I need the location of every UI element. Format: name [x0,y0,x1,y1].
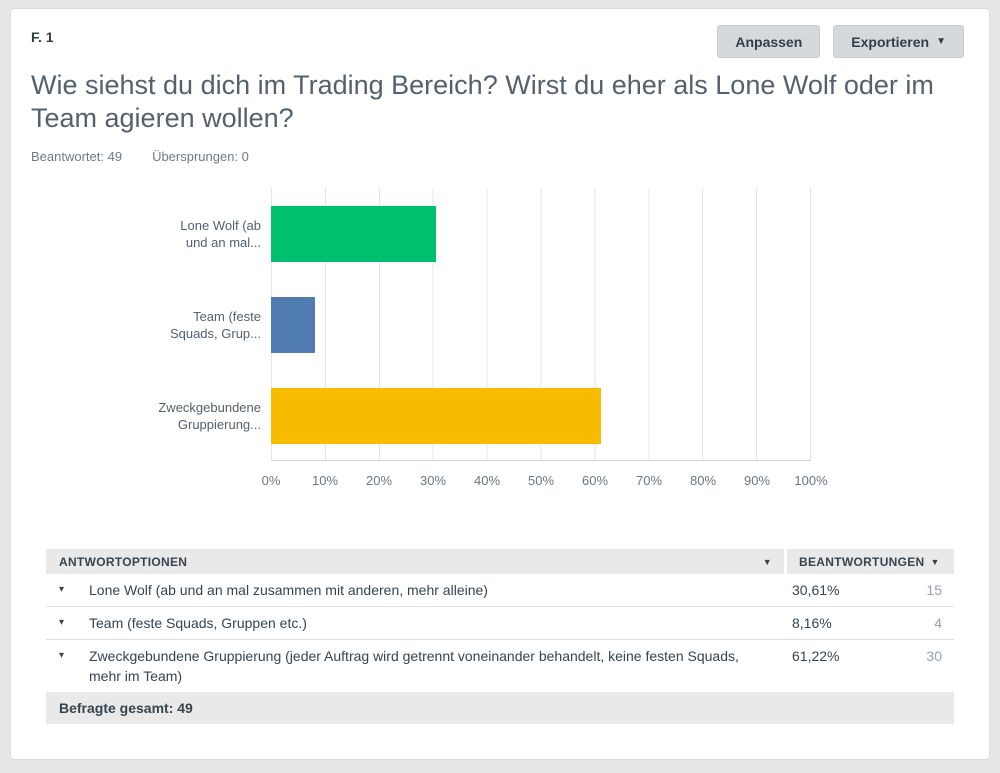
bar-lone-wolf[interactable] [271,205,436,262]
expand-row-caret-icon[interactable]: ▾ [59,650,65,661]
results-table: ANTWORTOPTIONEN ▼ BEANTWORTUNGEN ▼ ▾ Lon… [46,549,954,724]
answer-count: 15 [926,582,942,598]
answer-percent: 30,61% [792,582,840,598]
bar-chart: Lone Wolf (ab und an mal... Team (feste … [31,188,964,495]
chart-plot-area [271,188,811,461]
question-card: F. 1 Anpassen Exportieren ▼ Wie siehst du… [10,8,990,760]
category-label-team: Team (feste Squads, Grup... [169,308,261,341]
category-label-lone-wolf: Lone Wolf (ab und an mal... [180,217,261,250]
export-button-label: Exportieren [851,33,930,50]
x-tick-0: 0% [261,473,281,488]
answer-label: Lone Wolf (ab und an mal zusammen mit an… [89,582,488,598]
answer-count: 4 [934,615,942,631]
table-header: ANTWORTOPTIONEN ▼ BEANTWORTUNGEN ▼ [46,549,954,574]
x-tick-10: 10% [311,473,339,488]
x-tick-100: 100% [794,473,828,488]
x-tick-90: 90% [743,473,771,488]
options-header-label: ANTWORTOPTIONEN [59,554,188,569]
expand-row-caret-icon[interactable]: ▾ [59,617,65,628]
card-header: F. 1 Anpassen Exportieren ▼ [31,25,964,61]
answer-label: Team (feste Squads, Gruppen etc.) [89,615,307,631]
column-header-options[interactable]: ANTWORTOPTIONEN ▼ [46,549,784,574]
table-row: ▾ Lone Wolf (ab und an mal zusammen mit … [46,574,954,607]
x-tick-20: 20% [365,473,393,488]
question-title: Wie siehst du dich im Trading Bereich? W… [31,70,934,133]
expand-row-caret-icon[interactable]: ▾ [59,584,65,595]
bar-zweckgebundene[interactable] [271,387,601,444]
response-stats: Beantwortet: 49 Übersprungen: 0 [31,149,964,164]
export-button[interactable]: Exportieren ▼ [833,25,964,58]
responses-header-label: BEANTWORTUNGEN [799,554,925,569]
answer-percent: 61,22% [792,648,840,664]
chart-category-labels: Lone Wolf (ab und an mal... Team (feste … [31,188,261,461]
answered-count: Beantwortet: 49 [31,149,123,164]
answer-count: 30 [926,648,942,664]
column-header-responses[interactable]: BEANTWORTUNGEN ▼ [787,549,954,574]
x-tick-40: 40% [473,473,501,488]
header-buttons: Anpassen Exportieren ▼ [717,25,964,58]
chart-body: Lone Wolf (ab und an mal... Team (feste … [31,188,964,461]
sort-caret-options-icon[interactable]: ▼ [762,556,772,567]
x-tick-50: 50% [527,473,555,488]
x-tick-60: 60% [581,473,609,488]
table-row: ▾ Zweckgebundene Gruppierung (jeder Auft… [46,640,954,692]
bar-team[interactable] [271,296,315,353]
x-tick-30: 30% [419,473,447,488]
chart-x-axis: 0% 10% 20% 30% 40% 50% 60% 70% 80% 90% 1… [262,461,828,495]
total-respondents: Befragte gesamt: 49 [46,692,954,724]
answer-label: Zweckgebundene Gruppierung (jeder Auftra… [89,648,739,684]
question-number: F. 1 [31,29,54,45]
customize-button[interactable]: Anpassen [717,25,821,58]
category-label-zweckgebundene: Zweckgebundene Gruppierung... [158,399,261,432]
sort-caret-responses-icon[interactable]: ▼ [930,556,940,567]
x-tick-70: 70% [635,473,663,488]
answer-percent: 8,16% [792,615,832,631]
x-tick-80: 80% [689,473,717,488]
skipped-count: Übersprungen: 0 [152,149,249,164]
chevron-down-icon: ▼ [936,35,946,47]
table-row: ▾ Team (feste Squads, Gruppen etc.) 8,16… [46,607,954,640]
